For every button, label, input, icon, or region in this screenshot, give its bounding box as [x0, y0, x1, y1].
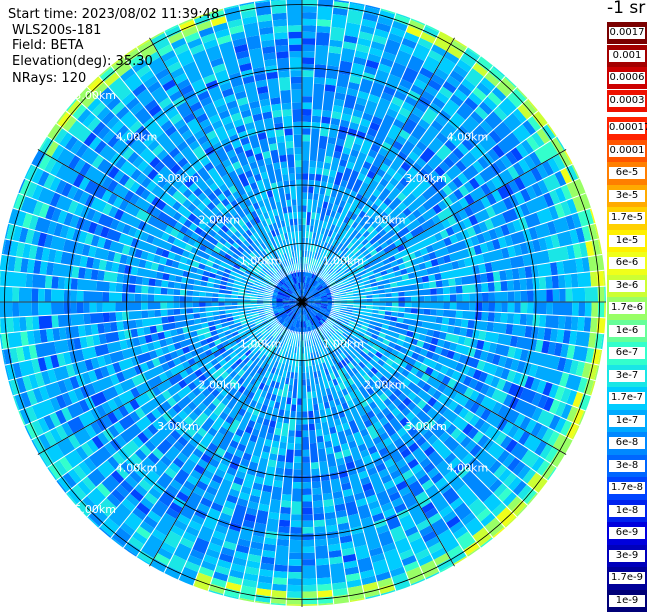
- colorbar-swatch: 3e-5: [607, 185, 647, 208]
- range-ring-label: 4.00km: [447, 131, 489, 144]
- colorbar-tick-label: 6e-6: [609, 257, 645, 269]
- colorbar-swatch: 1e-9: [607, 590, 647, 612]
- range-ring-label: 1.00km: [323, 337, 365, 350]
- colorbar-swatch: 6e-8: [607, 432, 647, 455]
- colorbar-swatch: 1.7e-5: [607, 207, 647, 230]
- colorbar-tick-label: 3e-5: [609, 190, 645, 202]
- colorbar-swatch: 6e-6: [607, 252, 647, 275]
- colorbar-tick-label: 0.00017: [609, 122, 645, 134]
- colorbar-swatch: 3e-9: [607, 545, 647, 568]
- colorbar-tick-label: 1.7e-5: [609, 212, 645, 224]
- colorbar-tick-label: 3e-8: [609, 460, 645, 472]
- range-ring-label: 4.00km: [116, 461, 158, 474]
- colorbar-swatch: 1e-6: [607, 320, 647, 343]
- colorbar-tick-label: 1e-6: [609, 325, 645, 337]
- colorbar-swatch: 1.7e-8: [607, 477, 647, 500]
- colorbar-tick-label: 3e-6: [609, 280, 645, 292]
- colorbar-tick-label: 6e-8: [609, 437, 645, 449]
- colorbar-tick-label: 1e-7: [609, 415, 645, 427]
- colorbar-tick-label: 0.0001: [609, 145, 645, 157]
- colorbar-swatch: 0.00017: [607, 117, 647, 140]
- ppi-scan-plot: 1.00km 1.00km 1.00km 1.00km 2.00km 2.00km 2.00…: [0, 0, 606, 607]
- colorbar-swatch: 6e-7: [607, 342, 647, 365]
- colorbar-swatch: 0.0017: [607, 22, 647, 44]
- colorbar-swatch: 0.001: [607, 45, 647, 67]
- range-ring-label: 2.00km: [198, 379, 240, 392]
- colorbar-tick-label: 0.001: [609, 50, 645, 62]
- range-ring-label: 3.00km: [157, 420, 199, 433]
- colorbar-tick-label: 3e-7: [609, 370, 645, 382]
- range-ring-label: 2.00km: [198, 213, 240, 226]
- colorbar-swatch: 3e-6: [607, 275, 647, 298]
- range-ring-label: 1.00km: [240, 255, 282, 268]
- colorbar-unit-label: -1 sr: [607, 0, 645, 18]
- colorbar-tick-label: 1e-8: [609, 505, 645, 517]
- colorbar-tick-label: 1.7e-8: [609, 482, 645, 494]
- colorbar-swatch: 0.0003: [607, 90, 647, 112]
- elevation-label: Elevation(deg): 35.30: [12, 54, 153, 69]
- colorbar-tick-label: 6e-9: [609, 527, 645, 539]
- range-ring-label: 3.00km: [405, 420, 447, 433]
- range-ring-label: 5.00km: [74, 89, 116, 102]
- colorbar-swatch: 1e-7: [607, 410, 647, 433]
- colorbar-tick-label: 1.7e-9: [609, 572, 645, 584]
- colorbar-tick-label: 1e-5: [609, 235, 645, 247]
- colorbar-swatch: 6e-5: [607, 162, 647, 185]
- field-label: Field: BETA: [12, 38, 83, 53]
- colorbar-tick-label: 0.0003: [609, 95, 645, 107]
- instrument-label: WLS200s-181: [12, 23, 101, 38]
- colorbar-swatch: 0.0006: [607, 67, 647, 89]
- range-ring-label: 3.00km: [405, 172, 447, 185]
- colorbar-tick-label: 3e-9: [609, 550, 645, 562]
- colorbar-tick-label: 1.7e-6: [609, 302, 645, 314]
- colorbar-tick-label: 6e-7: [609, 347, 645, 359]
- colorbar-swatch: 1.7e-9: [607, 567, 647, 590]
- colorbar-tick-label: 1e-9: [609, 595, 645, 607]
- range-ring-label: 2.00km: [364, 213, 406, 226]
- colorbar-tick-label: 6e-5: [609, 167, 645, 179]
- colorbar-swatch: 0.0001: [607, 140, 647, 163]
- start-time-label: Start time: 2023/08/02 11:39:48: [8, 7, 219, 22]
- colorbar-tick-label: 0.0006: [609, 72, 645, 84]
- colorbar-swatch: 3e-8: [607, 455, 647, 478]
- range-ring-label: 1.00km: [240, 337, 282, 350]
- range-ring-label: 4.00km: [116, 131, 158, 144]
- range-ring-label: 1.00km: [323, 255, 365, 268]
- range-ring-label: 5.00km: [74, 503, 116, 516]
- colorbar-tick-label: 0.0017: [609, 27, 645, 39]
- colorbar-swatch: 6e-9: [607, 522, 647, 545]
- colorbar-swatch: 1.7e-7: [607, 387, 647, 410]
- colorbar-swatch: 1e-5: [607, 230, 647, 253]
- range-ring-label: 2.00km: [364, 379, 406, 392]
- range-ring-label: 4.00km: [447, 461, 489, 474]
- colorbar-tick-label: 1.7e-7: [609, 392, 645, 404]
- nrays-label: NRays: 120: [12, 71, 86, 86]
- colorbar-swatch: 1e-8: [607, 500, 647, 523]
- range-ring-label: 3.00km: [157, 172, 199, 185]
- colorbar-swatch: 1.7e-6: [607, 297, 647, 320]
- colorbar-swatch: 3e-7: [607, 365, 647, 388]
